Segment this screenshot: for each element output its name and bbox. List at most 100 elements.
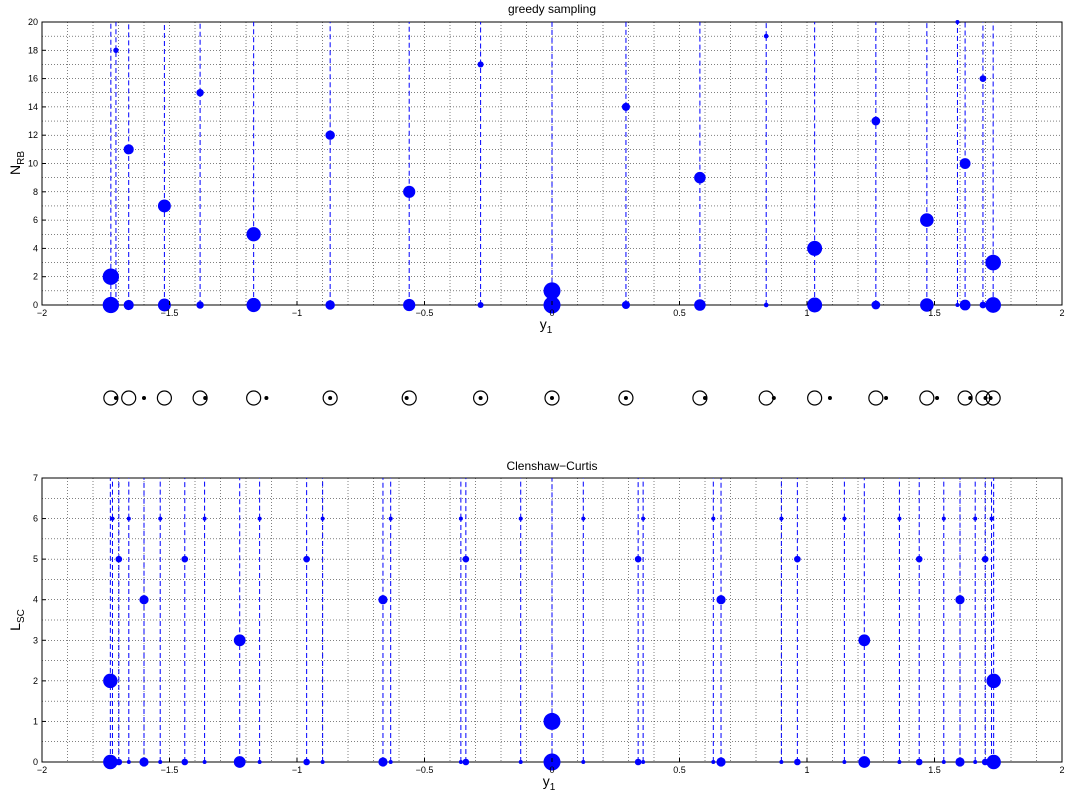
cc-data-point: [973, 516, 978, 521]
open-circle-marker: [246, 390, 262, 406]
cc-base-point: [303, 758, 310, 766]
dot-marker: [935, 396, 940, 400]
greedy-x-tick-label: 0.5: [673, 308, 686, 318]
greedy-base-point: [807, 297, 823, 313]
dot-marker: [827, 396, 832, 400]
cc-base-point: [103, 754, 118, 770]
cc-base-point: [981, 758, 989, 766]
dot-marker: [404, 396, 409, 400]
cc-y-tick-label: 4: [33, 595, 38, 605]
cc-base-point: [462, 758, 470, 766]
greedy-y-tick-label: 18: [28, 45, 38, 55]
cc-data-point: [981, 555, 989, 563]
cc-base-point: [711, 760, 716, 764]
cc-stems: [103, 478, 1001, 771]
greedy-y-tick-label: 12: [28, 130, 38, 140]
greedy-data-point: [196, 89, 204, 97]
cc-data-point: [716, 595, 726, 605]
dot-marker: [983, 396, 988, 400]
cc-x-tick-label: 2: [1059, 765, 1064, 775]
cc-x-tick-label: −2: [37, 765, 47, 775]
open-circle-marker: [544, 390, 560, 406]
greedy-y-tick-label: 10: [28, 159, 38, 169]
cc-y-tick-label: 5: [33, 554, 38, 564]
cc-data-point: [581, 516, 586, 521]
dot-marker: [113, 396, 118, 400]
greedy-x-tick-label: 2: [1059, 308, 1064, 318]
cc-base-point: [320, 760, 325, 764]
cc-base-point: [634, 758, 642, 766]
greedy-base-point: [403, 298, 416, 312]
cc-data-point: [462, 555, 470, 563]
open-circle-marker: [618, 390, 634, 406]
cc-data-point: [955, 595, 965, 605]
cc-data-point: [103, 673, 118, 689]
greedy-y-tick-label: 20: [28, 17, 38, 27]
greedy-y-tick-label: 14: [28, 102, 38, 112]
greedy-y-tick-label: 16: [28, 74, 38, 84]
cc-y-tick-label: 0: [33, 757, 38, 767]
greedy-x-tick-label: −1.5: [161, 308, 179, 318]
cc-base-point: [518, 760, 523, 764]
open-circle-marker: [401, 390, 417, 406]
cc-base-point: [716, 757, 726, 767]
cc-base-point: [181, 758, 189, 766]
greedy-data-point: [621, 102, 631, 111]
cc-base-point: [388, 760, 393, 764]
greedy-base-point: [694, 299, 706, 311]
cc-base-point: [897, 760, 902, 764]
greedy-data-point: [871, 116, 881, 126]
greedy-base-point: [196, 301, 204, 309]
greedy-base-point: [113, 302, 119, 308]
greedy-base-point: [871, 300, 881, 310]
cc-data-point: [989, 516, 994, 521]
dot-marker: [478, 396, 483, 400]
greedy-x-tick-label: −1: [292, 308, 302, 318]
cc-data-point: [842, 516, 847, 521]
cc-data-point: [158, 516, 163, 521]
cc-base-point: [941, 760, 946, 764]
cc-x-tick-label: 1.5: [928, 765, 941, 775]
cc-y-axis-label: LSC: [7, 609, 27, 631]
cc-y-tick-label: 3: [33, 635, 38, 645]
cc-base-point: [139, 757, 149, 767]
dot-marker: [703, 396, 707, 400]
greedy-base-point: [123, 299, 134, 311]
greedy-data-point: [979, 75, 987, 82]
cc-base-point: [202, 760, 207, 764]
cc-base-point: [378, 757, 388, 767]
cc-x-tick-label: −1.5: [161, 765, 179, 775]
greedy-x-ticks: −2 −1.5 −1 −0.5 0 0.5 1 1.5 2: [37, 301, 1065, 318]
cc-base-point: [158, 760, 163, 764]
open-circle-marker: [758, 390, 774, 406]
cc-base-point: [233, 756, 246, 768]
cc-data-point: [986, 673, 1001, 689]
cc-base-point: [126, 760, 131, 764]
sample-comparison-row: [103, 390, 1001, 406]
cc-base-point: [986, 754, 1001, 770]
greedy-data-point: [920, 213, 934, 227]
cc-data-point: [634, 555, 642, 563]
cc-base-point: [581, 760, 586, 764]
cc-base-point: [779, 760, 784, 764]
greedy-base-point: [157, 298, 171, 312]
greedy-data-point: [955, 20, 960, 24]
greedy-y-tick-label: 8: [33, 187, 38, 197]
greedy-data-point: [246, 227, 261, 242]
cc-data-point: [202, 516, 207, 521]
cc-data-point: [711, 516, 716, 521]
cc-data-point: [858, 634, 871, 647]
cc-base-point: [641, 760, 646, 764]
greedy-data-point: [694, 171, 706, 184]
cc-base-point: [458, 760, 463, 764]
dot-marker: [771, 396, 776, 400]
greedy-base-point: [955, 303, 960, 307]
open-circle-marker: [985, 390, 1001, 406]
cc-base-point: [858, 756, 871, 768]
cc-data-point: [897, 516, 902, 521]
greedy-base-point: [477, 301, 484, 309]
cc-y-ticks: 0 1 2 3 4 5 6 7: [33, 473, 46, 767]
cc-data-point: [458, 516, 463, 521]
cc-base-point: [842, 760, 847, 764]
